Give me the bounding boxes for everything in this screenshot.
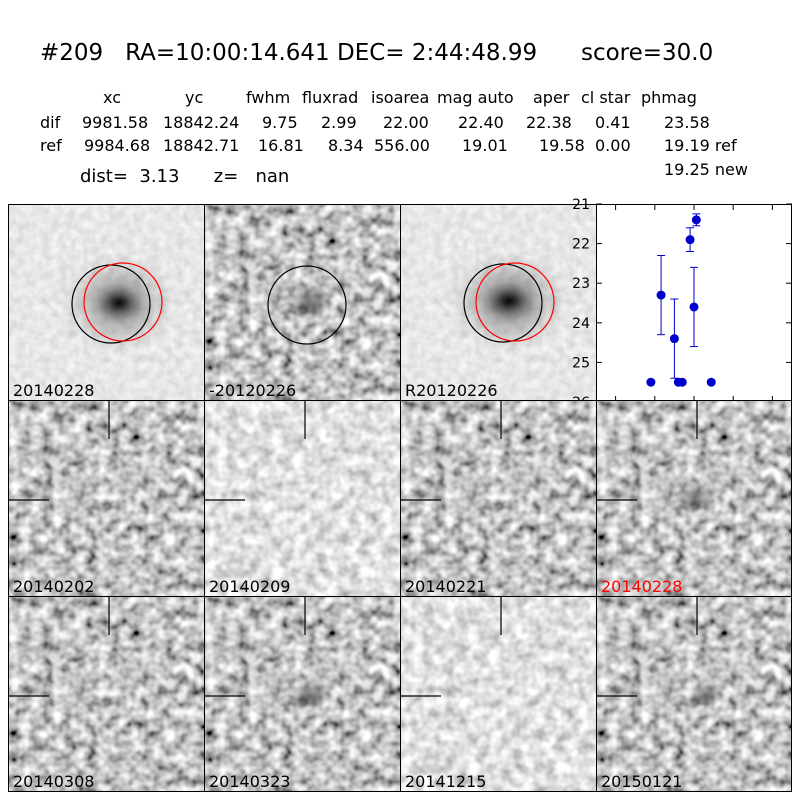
table-cell: 22.38 bbox=[526, 113, 572, 132]
stamp-epoch: 20141215 bbox=[400, 596, 597, 792]
stamp-label: 20140209 bbox=[209, 577, 291, 596]
y-tick-label: 24 bbox=[572, 316, 590, 332]
stamp-label: 20150121 bbox=[601, 772, 683, 791]
table-cell: 18842.24 bbox=[163, 113, 240, 132]
table-cell: 19.01 bbox=[462, 136, 508, 155]
data-point bbox=[689, 302, 699, 312]
table-cell: 0.41 bbox=[595, 113, 631, 132]
col-header-isoarea: isoarea bbox=[371, 88, 430, 107]
light-curve-chart: 212223242526-100-50050100 bbox=[572, 197, 792, 422]
table-cell: 19.58 bbox=[539, 136, 585, 155]
table-cell: 18842.71 bbox=[163, 136, 240, 155]
y-tick-label: 22 bbox=[572, 237, 590, 253]
y-tick-label: 21 bbox=[572, 197, 590, 213]
y-tick-label: 23 bbox=[572, 276, 590, 292]
data-point bbox=[656, 290, 666, 300]
stamp-difference-image: -20120226 bbox=[204, 204, 401, 401]
stamp-label: 20140202 bbox=[13, 577, 95, 596]
col-header-phmag: phmag bbox=[641, 88, 697, 107]
data-point bbox=[677, 377, 687, 387]
stamp-epoch-highlighted: 20140228 bbox=[596, 400, 792, 597]
stamp-epoch: 20140202 bbox=[8, 400, 205, 597]
data-point bbox=[691, 215, 701, 225]
table-cell: 22.40 bbox=[458, 113, 504, 132]
stamp-label-highlighted: 20140228 bbox=[601, 577, 683, 596]
stamp-label: -20120226 bbox=[209, 381, 297, 400]
data-point bbox=[669, 334, 679, 344]
table-cell: 556.00 bbox=[374, 136, 430, 155]
page-title: #209 RA=10:00:14.641 DEC= 2:44:48.99 sco… bbox=[40, 40, 714, 66]
col-header-yc: yc bbox=[185, 88, 204, 107]
stamp-epoch: 20140323 bbox=[204, 596, 401, 792]
aperture-circle-black bbox=[267, 265, 347, 345]
stamp-label: 20140323 bbox=[209, 772, 291, 791]
stamp-new-image: 20140228 bbox=[8, 204, 205, 401]
data-point bbox=[685, 235, 695, 245]
stamp-epoch: 20140209 bbox=[204, 400, 401, 597]
row-label-ref: ref bbox=[40, 136, 62, 155]
col-header-fwhm: fwhm bbox=[246, 88, 291, 107]
phmag-new: 19.25 new bbox=[664, 160, 748, 179]
aperture-circle-red bbox=[475, 262, 555, 342]
stamp-epoch: 20150121 bbox=[596, 596, 792, 792]
stamp-epoch: 20140221 bbox=[400, 400, 597, 597]
table-cell: 22.00 bbox=[383, 113, 429, 132]
data-point bbox=[646, 377, 656, 387]
stamp-label: R20120226 bbox=[405, 381, 498, 400]
stamp-epoch: 20140308 bbox=[8, 596, 205, 792]
row-label-dif: dif bbox=[40, 113, 61, 132]
aperture-circle-red bbox=[83, 262, 163, 342]
dist-z-line: dist= 3.13 z= nan bbox=[80, 166, 290, 187]
table-cell: 9984.68 bbox=[84, 136, 151, 155]
stamp-label: 20140308 bbox=[13, 772, 95, 791]
stamp-label: 20140228 bbox=[13, 381, 95, 400]
col-header-xc: xc bbox=[103, 88, 121, 107]
col-header-aper: aper bbox=[533, 88, 570, 107]
table-cell: 2.99 bbox=[321, 113, 357, 132]
stamp-reference-image: R20120226 bbox=[400, 204, 597, 401]
col-header-fluxrad: fluxrad bbox=[302, 88, 359, 107]
table-cell: 19.19 ref bbox=[664, 136, 737, 155]
table-cell: 9.75 bbox=[262, 113, 298, 132]
table-cell: 9981.58 bbox=[82, 113, 149, 132]
stamp-label: 20140221 bbox=[405, 577, 487, 596]
table-cell: 23.58 bbox=[664, 113, 710, 132]
col-header-cl-star: cl star bbox=[581, 88, 631, 107]
data-point bbox=[706, 377, 716, 387]
stamp-label: 20141215 bbox=[405, 772, 487, 791]
y-tick-label: 25 bbox=[572, 355, 590, 371]
table-cell: 8.34 bbox=[328, 136, 364, 155]
table-cell: 0.00 bbox=[595, 136, 631, 155]
col-header-mag-auto: mag auto bbox=[437, 88, 514, 107]
table-cell: 16.81 bbox=[258, 136, 304, 155]
aperture-circle-black bbox=[463, 263, 543, 343]
